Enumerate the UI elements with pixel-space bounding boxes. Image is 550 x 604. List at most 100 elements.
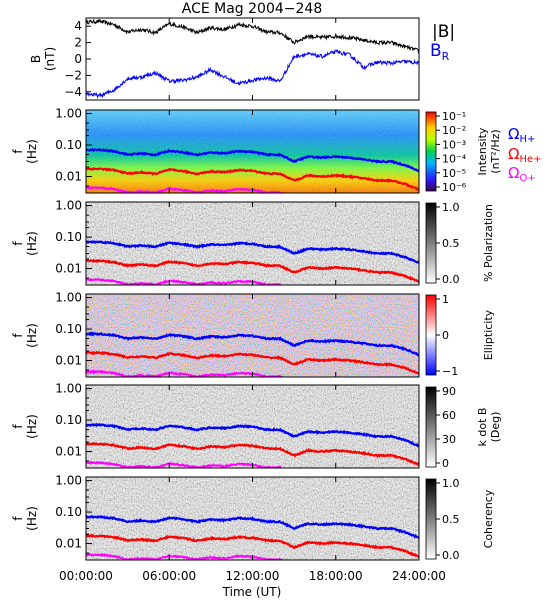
y-tick-label: 1.00 <box>55 291 82 305</box>
legend-omega-he: ΩHe+ <box>508 145 542 165</box>
colorbars <box>425 111 437 560</box>
omega-he-line <box>86 258 419 283</box>
legend-omega-he-main: Ω <box>508 145 519 163</box>
colorbar-tick-label: −1 <box>442 365 458 378</box>
y-axis-label-line: (Hz) <box>25 323 39 348</box>
colorbar-ellipticity <box>425 294 437 376</box>
y-tick-label: 0.10 <box>55 322 82 336</box>
y-tick-label: 1.00 <box>55 474 82 488</box>
colorbar-label-line: (nT²/Hz) <box>489 129 502 173</box>
legend-omega-h: ΩH+ <box>508 125 535 145</box>
colorbar-polarization <box>425 202 437 284</box>
colorbar-coherency <box>425 478 437 560</box>
colorbar-tick-label: 0.5 <box>442 513 460 526</box>
legend-b-r-sub: R <box>442 50 450 63</box>
colorbar-label: % Polarization <box>482 204 495 282</box>
omega-h-line <box>86 147 419 173</box>
omega-h-line <box>86 514 419 539</box>
legend-b-r-main: B <box>430 41 442 61</box>
field-lines <box>86 18 419 99</box>
colorbar-tick-label: 10⁻⁴ <box>442 153 467 166</box>
colorbar-tick-label: 10⁻² <box>442 124 466 137</box>
y-tick-label: 0.01 <box>55 445 82 459</box>
series-b-total <box>86 18 419 54</box>
colorbar-tick-label: 0.0 <box>442 549 460 562</box>
colorbar-label: Ellipticity <box>482 309 495 360</box>
omega-h-line <box>86 331 419 357</box>
y-axis-label: f(Hz) <box>11 323 39 348</box>
colorbar-intensity <box>425 111 437 192</box>
x-tick-label: 12:00:00 <box>226 569 280 583</box>
colorbar-tick-label: 10⁻⁶ <box>442 181 467 194</box>
y-axis-label-line: B <box>29 55 43 63</box>
omega-he-line <box>86 350 419 375</box>
y-tick-label: 4 <box>74 19 82 33</box>
colorbar-tick-label: 30 <box>442 433 456 446</box>
colorbar-kdotb <box>425 386 437 468</box>
y-axis-label: B(nT) <box>29 47 57 71</box>
chart-title: ACE Mag 2004−248 <box>182 1 322 17</box>
colorbar-tick-label: 0 <box>442 329 449 342</box>
colorbar-label-line: Intensity <box>476 127 489 175</box>
colorbar-label-line: (Deg) <box>489 412 502 443</box>
y-tick-label: 1.00 <box>55 199 82 213</box>
colorbar-label-line: k dot B <box>476 408 489 447</box>
series-b-r <box>86 49 419 99</box>
omega-he-line <box>86 166 419 191</box>
y-axis-label-line: (Hz) <box>25 139 39 164</box>
colorbar-label: k dot B(Deg) <box>476 408 502 447</box>
y-axis-label-line: (Hz) <box>25 414 39 439</box>
legend-omega-o-sub: O+ <box>519 173 535 184</box>
colorbar-tick-label: 10⁻¹ <box>442 110 466 123</box>
y-axis-label: f(Hz) <box>11 414 39 439</box>
colorbar-tick-label: 1 <box>442 293 449 306</box>
axes: 420−2−4B(nT)1.000.100.01f(Hz)1.000.100.0… <box>11 17 446 583</box>
legend-b-r: BR <box>430 41 450 63</box>
omega-he-line <box>86 441 419 467</box>
y-tick-label: 0 <box>74 52 82 66</box>
colorbar-tick-label: 1.0 <box>442 477 460 490</box>
colorbar-label: Coherency <box>482 489 495 548</box>
y-tick-label: 0.10 <box>55 413 82 427</box>
y-axis-label-line: (Hz) <box>25 506 39 531</box>
colorbar-label-line: Ellipticity <box>482 309 495 360</box>
y-tick-label: 0.01 <box>55 262 82 276</box>
legend-omega-o: ΩO+ <box>508 164 536 184</box>
colorbar-tick-label: 10⁻³ <box>442 138 466 151</box>
y-axis-label-line: f <box>11 149 25 154</box>
x-axis-label: Time (UT) <box>222 585 282 599</box>
colorbar-ticks: 10⁻¹10⁻²10⁻³ 10⁻⁴10⁻⁵10⁻⁶ Intensity(nT²/Hz… <box>436 110 502 562</box>
legend-b-total: |B| <box>432 22 455 42</box>
colorbar-tick-label: 0.5 <box>442 237 460 250</box>
legend-omega-he-sub: He+ <box>519 154 541 165</box>
omega-h-line <box>86 240 419 264</box>
omega-h-line <box>86 422 419 448</box>
colorbar-tick-label: 0 <box>442 457 449 470</box>
colorbar-label: Intensity(nT²/Hz) <box>476 127 502 175</box>
y-axis-label-line: f <box>11 241 25 246</box>
colorbar-tick-label: 60 <box>442 409 456 422</box>
colorbar-label-line: Coherency <box>482 489 495 548</box>
legend-omega-h-sub: H+ <box>519 134 535 145</box>
y-axis-label: f(Hz) <box>11 231 39 256</box>
y-axis-label: f(Hz) <box>11 506 39 531</box>
y-tick-label: 1.00 <box>55 107 82 121</box>
colorbar-tick-label: 0.0 <box>442 273 460 286</box>
x-tick-label: 18:00:00 <box>309 569 363 583</box>
omega-he-line <box>86 533 419 558</box>
y-tick-label: 0.10 <box>55 505 82 519</box>
colorbar-label-line: % Polarization <box>482 204 495 282</box>
legend-omega-o-main: Ω <box>508 164 519 182</box>
colorbar-tick-label: 1.0 <box>442 201 460 214</box>
y-axis-label-line: f <box>11 424 25 429</box>
y-axis-label-line: (Hz) <box>25 231 39 256</box>
x-tick-label: 24:00:00 <box>392 569 446 583</box>
y-axis-label-line: f <box>11 333 25 338</box>
y-tick-label: 0.10 <box>55 230 82 244</box>
y-axis-label: f(Hz) <box>11 139 39 164</box>
y-tick-label: 0.01 <box>55 354 82 368</box>
y-tick-label: 0.10 <box>55 138 82 152</box>
x-tick-label: 00:00:00 <box>59 569 113 583</box>
